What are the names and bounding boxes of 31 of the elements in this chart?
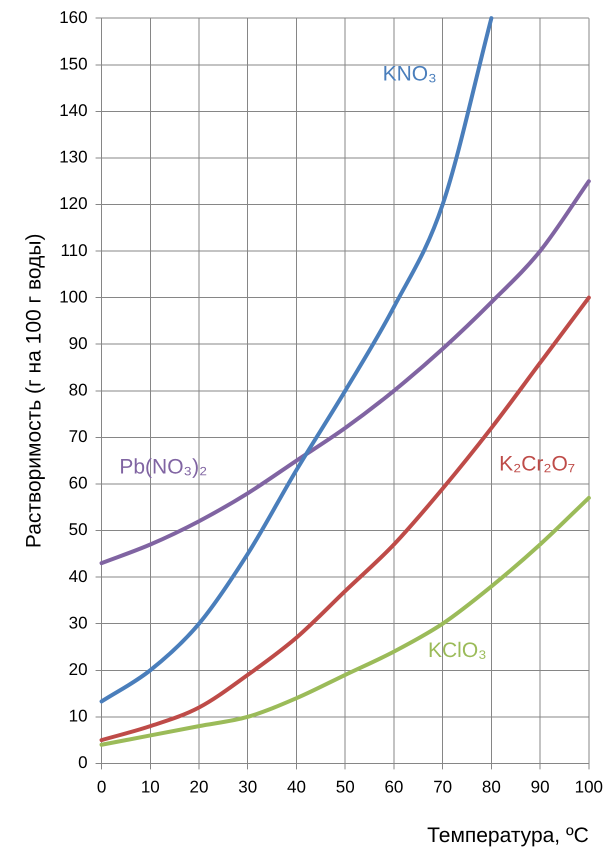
y-tick-label: 90 bbox=[68, 334, 88, 353]
x-tick-label: 20 bbox=[190, 777, 208, 796]
x-tick-label: 100 bbox=[574, 777, 604, 796]
y-tick-label: 120 bbox=[59, 194, 88, 214]
y-tick-label: 0 bbox=[78, 753, 88, 772]
y-tick-label: 150 bbox=[59, 54, 88, 74]
x-tick-label: 70 bbox=[433, 777, 452, 796]
x-tick-label: 0 bbox=[96, 777, 106, 796]
y-tick-label: 50 bbox=[68, 520, 88, 540]
x-tick-label: 60 bbox=[384, 777, 404, 796]
y-tick-label: 40 bbox=[68, 566, 88, 586]
x-tick-label: 10 bbox=[140, 777, 160, 796]
y-tick-label: 160 bbox=[59, 8, 88, 27]
y-tick-label: 140 bbox=[59, 101, 88, 120]
x-tick-label: 90 bbox=[530, 777, 550, 796]
y-tick-label: 100 bbox=[59, 287, 88, 306]
x-axis-title: Температура, ºC bbox=[427, 824, 589, 848]
y-axis-title: Растворимость (г на 100 г воды) bbox=[22, 234, 46, 548]
x-tick-label: 80 bbox=[482, 777, 501, 796]
y-tick-label: 80 bbox=[68, 380, 88, 400]
y-tick-label: 130 bbox=[59, 148, 88, 167]
x-tick-label: 50 bbox=[336, 777, 355, 796]
y-tick-label: 70 bbox=[68, 427, 88, 446]
y-tick-label: 20 bbox=[68, 660, 88, 679]
y-tick-label: 30 bbox=[68, 613, 88, 632]
y-tick-label: 60 bbox=[68, 474, 88, 493]
y-tick-label: 10 bbox=[68, 706, 88, 726]
line-series bbox=[100, 16, 494, 704]
x-tick-label: 40 bbox=[287, 777, 306, 796]
x-tick-label: 30 bbox=[238, 777, 258, 796]
y-tick-label: 110 bbox=[60, 240, 88, 260]
